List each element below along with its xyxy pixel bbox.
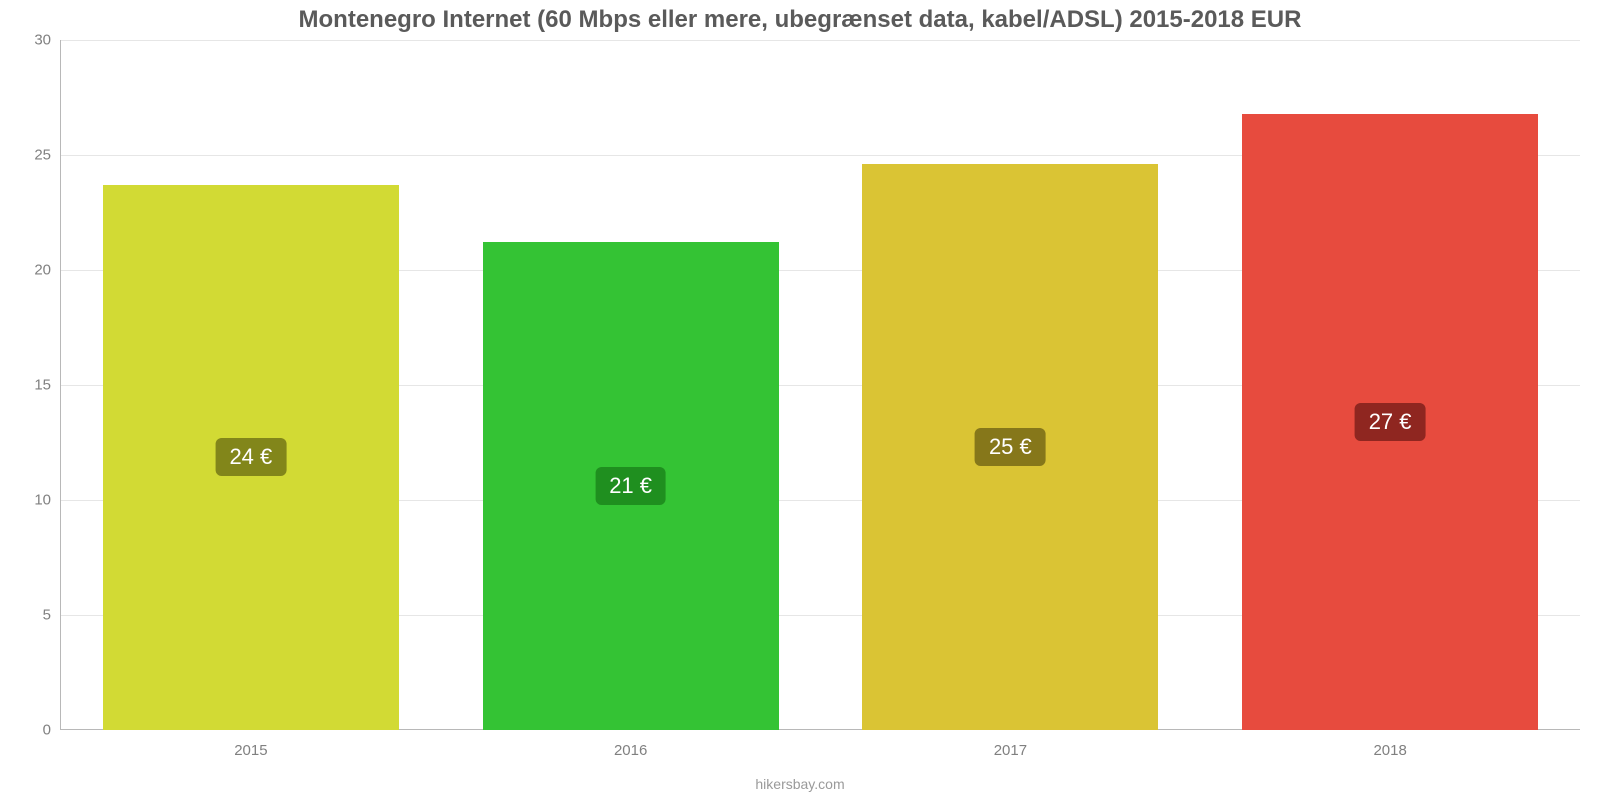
bar-value-label: 21 € — [595, 467, 666, 505]
chart-source: hikersbay.com — [0, 776, 1600, 792]
y-tick-label: 25 — [34, 147, 61, 164]
chart-title: Montenegro Internet (60 Mbps eller mere,… — [0, 0, 1600, 34]
bar-value-label: 25 € — [975, 428, 1046, 466]
chart-container: Montenegro Internet (60 Mbps eller mere,… — [0, 0, 1600, 800]
bar-slot: 27 €2018 — [1200, 40, 1580, 730]
bar: 21 € — [483, 242, 779, 730]
y-tick-label: 30 — [34, 32, 61, 49]
bar-value-label: 27 € — [1355, 403, 1426, 441]
y-tick-label: 20 — [34, 262, 61, 279]
x-tick-label: 2017 — [994, 730, 1027, 759]
bar-value-label: 24 € — [215, 438, 286, 476]
x-tick-label: 2018 — [1373, 730, 1406, 759]
bars-group: 24 €201521 €201625 €201727 €2018 — [61, 40, 1580, 730]
bar-slot: 24 €2015 — [61, 40, 441, 730]
bar: 25 € — [862, 164, 1158, 730]
bar: 27 € — [1242, 114, 1538, 730]
y-tick-label: 5 — [43, 607, 61, 624]
y-tick-label: 0 — [43, 722, 61, 739]
x-tick-label: 2015 — [234, 730, 267, 759]
y-tick-label: 10 — [34, 492, 61, 509]
bar-slot: 25 €2017 — [821, 40, 1201, 730]
x-tick-label: 2016 — [614, 730, 647, 759]
bar-slot: 21 €2016 — [441, 40, 821, 730]
plot-area: 24 €201521 €201625 €201727 €2018 0510152… — [60, 40, 1580, 730]
bar: 24 € — [103, 185, 399, 730]
y-tick-label: 15 — [34, 377, 61, 394]
